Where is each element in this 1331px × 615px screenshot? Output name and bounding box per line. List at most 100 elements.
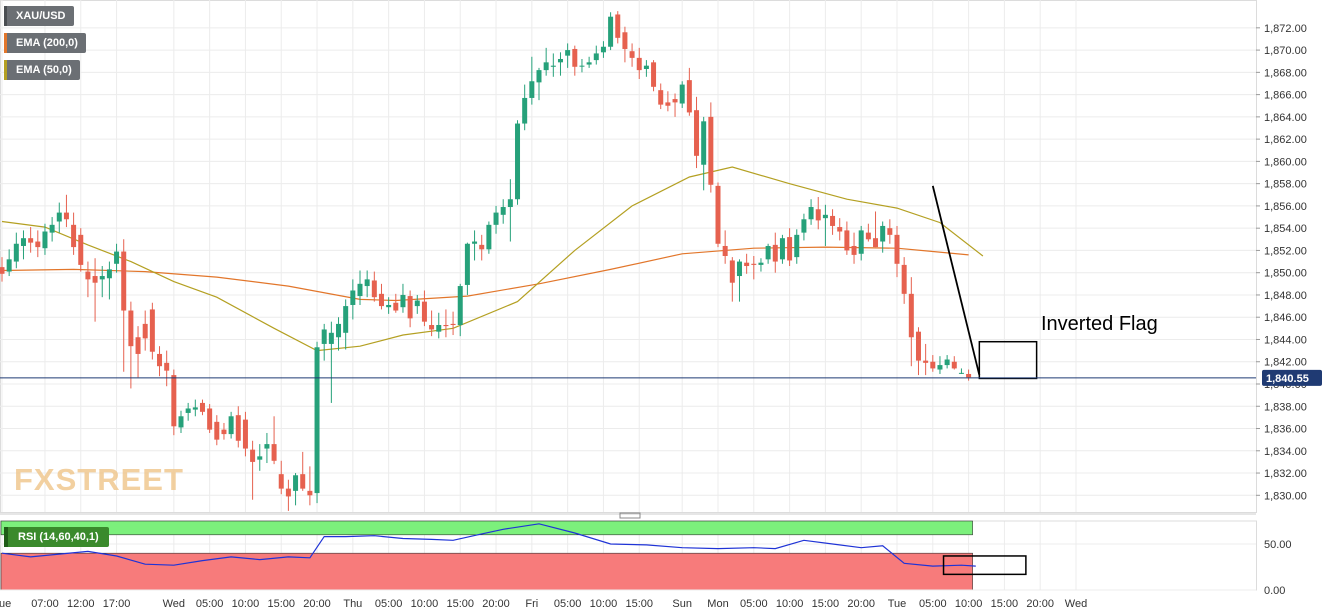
candle-up bbox=[228, 411, 234, 439]
candle-up bbox=[758, 258, 764, 272]
candle-body bbox=[135, 337, 141, 354]
x-tick-label: 15:00 bbox=[267, 598, 295, 610]
candle-down bbox=[744, 253, 750, 274]
candle-up bbox=[328, 321, 334, 403]
candle-up bbox=[99, 266, 105, 298]
x-tick-label: 05:00 bbox=[196, 598, 224, 610]
candle-body bbox=[651, 62, 657, 87]
candle-body bbox=[436, 325, 442, 332]
x-tick-label: 05:00 bbox=[554, 598, 582, 610]
candle-body bbox=[608, 16, 614, 47]
candle-body bbox=[371, 280, 377, 298]
ema50-badge[interactable]: EMA (50,0) bbox=[4, 60, 80, 80]
ema200-label: EMA (200,0) bbox=[16, 37, 78, 49]
candle-up bbox=[937, 356, 943, 374]
candle-up bbox=[507, 179, 513, 242]
candle-body bbox=[787, 237, 793, 261]
candle-body bbox=[851, 245, 857, 255]
candle-down bbox=[221, 422, 227, 440]
x-tick-label: 17:00 bbox=[103, 598, 131, 610]
candle-up bbox=[336, 317, 342, 351]
candle-body bbox=[779, 238, 785, 260]
candle-body bbox=[242, 419, 248, 449]
candle-down bbox=[629, 43, 635, 67]
candle-body bbox=[636, 57, 642, 71]
candle-up bbox=[486, 221, 492, 254]
candle-body bbox=[350, 290, 356, 305]
y-tick-label: 1,846.00 bbox=[1264, 312, 1307, 324]
candle-down bbox=[142, 310, 148, 351]
candle-body bbox=[522, 97, 528, 124]
candle-body bbox=[830, 215, 836, 226]
candle-up bbox=[586, 56, 592, 68]
rsi-tick-label: 0.00 bbox=[1264, 585, 1285, 597]
ema200-swatch bbox=[4, 33, 7, 53]
candle-up bbox=[264, 432, 270, 464]
candle-body bbox=[586, 62, 592, 65]
candle-up bbox=[515, 120, 521, 205]
candle-down bbox=[71, 212, 77, 255]
candle-body bbox=[694, 110, 700, 156]
candle-down bbox=[665, 91, 671, 112]
ema200-series bbox=[1, 246, 969, 302]
candle-body bbox=[378, 293, 384, 307]
candle-down bbox=[951, 356, 957, 370]
inverted-flag-label: Inverted Flag bbox=[1041, 313, 1158, 335]
candle-up bbox=[550, 53, 556, 77]
x-tick-label: 07:00 bbox=[31, 598, 59, 610]
y-tick-label: 1,854.00 bbox=[1264, 223, 1307, 235]
candle-body bbox=[13, 243, 19, 262]
candle-body bbox=[250, 449, 256, 462]
candle-body bbox=[758, 262, 764, 265]
ema200-line bbox=[1, 246, 969, 302]
candle-body bbox=[121, 251, 127, 311]
ema200-badge[interactable]: EMA (200,0) bbox=[4, 33, 86, 53]
candle-body bbox=[278, 474, 284, 489]
x-tick-label: 15:00 bbox=[812, 598, 840, 610]
candle-down bbox=[572, 45, 578, 76]
candle-down bbox=[407, 290, 413, 328]
candle-down bbox=[85, 261, 91, 298]
candle-up bbox=[400, 283, 406, 313]
candle-body bbox=[923, 360, 929, 363]
candle-body bbox=[6, 259, 12, 272]
candle-body bbox=[515, 123, 521, 200]
candles bbox=[0, 11, 972, 511]
candle-up bbox=[178, 410, 184, 433]
candle-down bbox=[787, 228, 793, 267]
candle-body bbox=[908, 293, 914, 338]
candle-body bbox=[157, 353, 163, 367]
candle-down bbox=[851, 232, 857, 264]
x-tick-label: 20:00 bbox=[303, 598, 331, 610]
time-axis: Tue 07:00 12:00 17:00 Wed 05:00 10:00 15:00 20:0… bbox=[0, 598, 1087, 610]
rsi-badge[interactable]: RSI (14,60,40,1) bbox=[4, 527, 109, 547]
candle-up bbox=[500, 199, 506, 224]
candle-up bbox=[600, 41, 606, 58]
candle-body bbox=[343, 306, 349, 333]
candle-down bbox=[751, 256, 757, 280]
candle-up bbox=[364, 270, 370, 298]
candle-down bbox=[121, 239, 127, 372]
symbol-badge[interactable]: XAU/USD bbox=[4, 6, 74, 26]
candle-body bbox=[285, 488, 291, 497]
candle-body bbox=[472, 241, 478, 244]
candle-down bbox=[421, 290, 427, 327]
candle-body bbox=[572, 48, 578, 67]
x-tick-label: 20:00 bbox=[482, 598, 510, 610]
candle-down bbox=[729, 257, 735, 302]
candle-body bbox=[149, 309, 155, 352]
candle-down bbox=[479, 234, 485, 261]
panel-resize-handle bbox=[619, 512, 641, 519]
candle-body bbox=[221, 429, 227, 435]
candle-body bbox=[579, 65, 585, 67]
candle-body bbox=[35, 241, 41, 248]
candle-down bbox=[250, 440, 256, 500]
candle-body bbox=[56, 212, 62, 222]
candle-body bbox=[679, 84, 685, 104]
candle-body bbox=[944, 359, 950, 366]
candle-body bbox=[450, 323, 456, 326]
rsi-upper-band bbox=[0, 520, 973, 536]
candle-body bbox=[314, 347, 320, 494]
x-tick-label: Tue bbox=[0, 598, 11, 610]
